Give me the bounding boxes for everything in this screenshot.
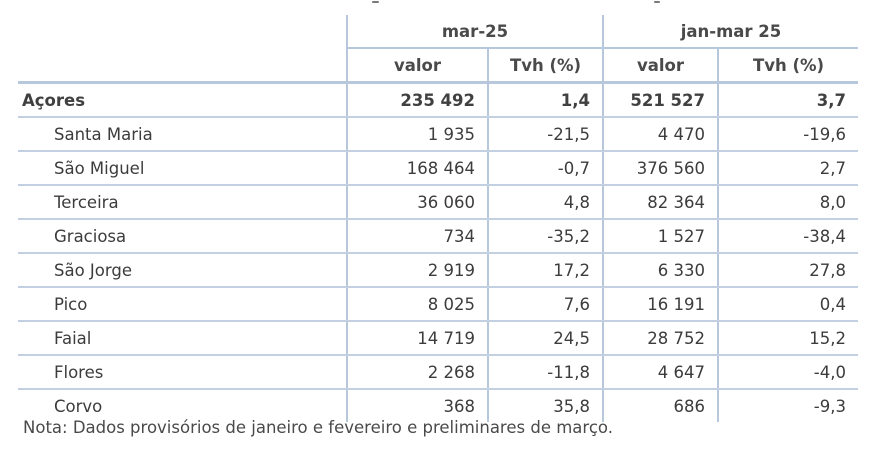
cell-tvh-jan-mar: -19,6 — [717, 117, 858, 152]
row-name: São Miguel — [18, 151, 347, 186]
cell-tvh-jan-mar: -38,4 — [717, 219, 858, 254]
cell-valor-mar: 168 464 — [346, 151, 488, 186]
footnote: Nota: Dados provisórios de janeiro e fev… — [23, 418, 613, 437]
corner-cell — [18, 15, 347, 48]
table-row: São Miguel 168 464 -0,7 376 560 2,7 — [18, 151, 858, 186]
table-row: Corvo 368 35,8 686 -9,3 — [18, 389, 858, 422]
cell-tvh-jan-mar: 15,2 — [717, 321, 858, 356]
row-name: Graciosa — [18, 219, 347, 254]
cell-valor-mar: 2 268 — [346, 355, 488, 390]
group-header-row: mar-25 jan-mar 25 — [18, 15, 858, 49]
sub-header-row: valor Tvh (%) valor Tvh (%) — [18, 48, 858, 84]
table-row: São Jorge 2 919 17,2 6 330 27,8 — [18, 253, 858, 288]
row-name: Pico — [18, 287, 347, 322]
cell-valor-jan-mar: 4 647 — [602, 355, 718, 390]
row-name: Flores — [18, 355, 347, 390]
cell-valor-mar: 2 919 — [346, 253, 488, 288]
group-header-mar: mar-25 — [346, 15, 603, 49]
cell-valor-jan-mar: 28 752 — [602, 321, 718, 356]
table-row: Pico 8 025 7,6 16 191 0,4 — [18, 287, 858, 322]
cell-valor-mar: 14 719 — [346, 321, 488, 356]
cell-valor-mar: 235 492 — [346, 82, 488, 118]
cell-tvh-mar: 17,2 — [487, 253, 603, 288]
cell-valor-jan-mar: 4 470 — [602, 117, 718, 152]
cell-valor-jan-mar: 16 191 — [602, 287, 718, 322]
table-row: Graciosa 734 -35,2 1 527 -38,4 — [18, 219, 858, 254]
table-row: Flores 2 268 -11,8 4 647 -4,0 — [18, 355, 858, 390]
cell-tvh-jan-mar: 2,7 — [717, 151, 858, 186]
cell-tvh-jan-mar: -4,0 — [717, 355, 858, 390]
row-name: Santa Maria — [18, 117, 347, 152]
sub-header-tvh-2: Tvh (%) — [717, 48, 858, 84]
cell-tvh-jan-mar: 8,0 — [717, 185, 858, 220]
row-name: São Jorge — [18, 253, 347, 288]
cell-tvh-jan-mar: -9,3 — [717, 389, 858, 422]
row-name: Açores — [18, 82, 347, 118]
cell-valor-jan-mar: 521 527 — [602, 82, 718, 118]
cell-tvh-mar: -21,5 — [487, 117, 603, 152]
group-header-jan-mar: jan-mar 25 — [602, 15, 858, 49]
cell-valor-jan-mar: 82 364 — [602, 185, 718, 220]
cell-tvh-jan-mar: 0,4 — [717, 287, 858, 322]
cell-valor-mar: 734 — [346, 219, 488, 254]
cell-tvh-mar: -11,8 — [487, 355, 603, 390]
cell-tvh-mar: 35,8 — [487, 389, 603, 422]
cell-valor-jan-mar: 6 330 — [602, 253, 718, 288]
cell-valor-jan-mar: 1 527 — [602, 219, 718, 254]
row-name: Corvo — [54, 396, 103, 416]
table-row: Faial 14 719 24,5 28 752 15,2 — [18, 321, 858, 356]
cell-tvh-mar: -0,7 — [487, 151, 603, 186]
cropped-caption-fragment — [350, 0, 680, 4]
cell-tvh-mar: -35,2 — [487, 219, 603, 254]
data-table: mar-25 jan-mar 25 valor Tvh (%) valor Tv… — [18, 15, 858, 422]
cell-valor-mar: 368 — [346, 389, 488, 422]
cell-valor-mar: 36 060 — [346, 185, 488, 220]
cell-tvh-jan-mar: 27,8 — [717, 253, 858, 288]
row-name: Terceira — [18, 185, 347, 220]
table-row: Terceira 36 060 4,8 82 364 8,0 — [18, 185, 858, 220]
row-name: Faial — [18, 321, 347, 356]
cell-tvh-mar: 1,4 — [487, 82, 603, 118]
cell-tvh-mar: 4,8 — [487, 185, 603, 220]
cell-tvh-mar: 24,5 — [487, 321, 603, 356]
cell-valor-mar: 1 935 — [346, 117, 488, 152]
cell-valor-mar: 8 025 — [346, 287, 488, 322]
sub-header-tvh-1: Tvh (%) — [487, 48, 603, 84]
cell-valor-jan-mar: 376 560 — [602, 151, 718, 186]
sub-header-valor-2: valor — [602, 48, 718, 84]
table-row: Santa Maria 1 935 -21,5 4 470 -19,6 — [18, 117, 858, 152]
cell-valor-jan-mar: 686 — [602, 389, 718, 422]
cell-tvh-mar: 7,6 — [487, 287, 603, 322]
total-row: Açores 235 492 1,4 521 527 3,7 — [18, 82, 858, 118]
sub-header-valor-1: valor — [346, 48, 488, 84]
corner-cell-lower — [18, 48, 347, 84]
cell-tvh-jan-mar: 3,7 — [717, 82, 858, 118]
